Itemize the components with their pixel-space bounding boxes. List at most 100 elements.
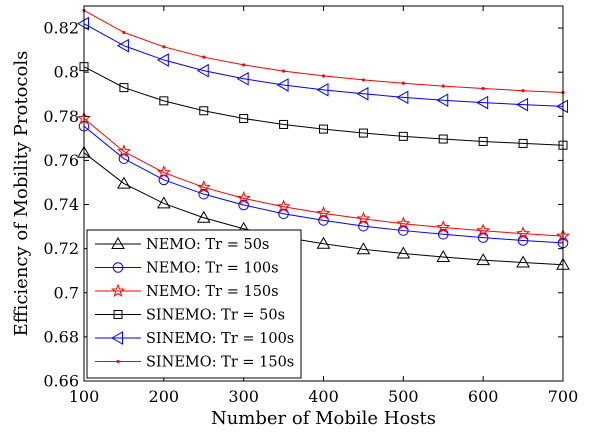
data-point [356, 86, 369, 101]
data-point [156, 53, 169, 67]
series-line [83, 125, 564, 244]
data-point [321, 74, 326, 78]
ticks-layer: 100 200 300 400 500 600 700 0.66 0.68 0.7 0.72 0.74… [43, 6, 578, 406]
data-point [239, 114, 249, 123]
legend-box [86, 229, 302, 379]
data-point [276, 199, 291, 213]
data-point [516, 226, 531, 240]
legend-label: SINEMO: Tr = 150s [146, 355, 294, 371]
data-point [476, 253, 491, 266]
data-point [401, 81, 405, 85]
data-point [521, 89, 525, 93]
data-point [116, 144, 131, 158]
data-point [398, 131, 408, 141]
legend-label: NEMO: Tr = 150s [146, 284, 279, 300]
data-point [518, 138, 528, 148]
legend-label: NEMO: Tr = 50s [146, 237, 269, 253]
series-1 [77, 145, 570, 270]
legend-item: SINEMO: Tr = 50s [95, 308, 285, 324]
legend: NEMO: Tr = 50s NEMO: Tr = 100s NEMO: Tr = … [86, 229, 302, 379]
data-point [319, 124, 328, 134]
data-point [196, 179, 211, 194]
data-point [481, 86, 485, 91]
data-point [76, 16, 89, 31]
y-tick-label: 0.82 [43, 19, 79, 38]
legend-marker [111, 236, 125, 249]
data-point [436, 250, 451, 263]
data-point [119, 83, 129, 93]
y-tick-label: 0.7 [54, 283, 79, 302]
data-point [159, 96, 169, 106]
legend-marker [116, 359, 120, 364]
data-point [196, 63, 209, 78]
legend-marker [113, 310, 123, 319]
data-point [438, 134, 448, 144]
x-tick-label: 100 [69, 387, 100, 406]
data-point [356, 242, 371, 255]
x-tick-label: 500 [388, 387, 419, 406]
data-point [156, 196, 171, 209]
legend-item: NEMO: Tr = 50s [95, 236, 269, 253]
data-point [396, 246, 411, 259]
data-point [436, 220, 451, 234]
data-point [279, 119, 289, 129]
series-line [83, 152, 564, 266]
data-point [516, 97, 529, 112]
data-point [236, 71, 249, 86]
legend-item: NEMO: Tr = 100s [95, 261, 279, 277]
series-line [83, 118, 564, 237]
data-point [117, 176, 131, 189]
y-tick-label: 0.78 [43, 107, 79, 126]
series-line [83, 66, 564, 146]
y-tick-label: 0.76 [43, 151, 79, 170]
data-point [162, 45, 166, 49]
series-6 [82, 8, 565, 95]
legend-item: SINEMO: Tr = 100s [95, 331, 294, 347]
legend-marker [110, 283, 126, 297]
series-4 [79, 62, 568, 150]
data-point [236, 190, 251, 205]
data-point [122, 30, 126, 35]
data-point [358, 128, 368, 138]
data-point [316, 82, 329, 97]
data-point [361, 78, 366, 82]
y-tick-label: 0.8 [54, 63, 79, 82]
data-point [116, 38, 129, 53]
data-point [476, 95, 489, 110]
data-point [202, 55, 206, 59]
data-point [316, 205, 331, 220]
data-point [242, 63, 246, 67]
data-point [555, 99, 568, 114]
data-point [156, 165, 171, 179]
x-tick-label: 400 [308, 387, 339, 406]
legend-item: SINEMO: Tr = 150s [95, 355, 294, 371]
data-point [516, 255, 530, 268]
y-tick-label: 0.66 [43, 372, 79, 391]
legend-marker [110, 331, 123, 345]
x-axis-label: Number of Mobile Hosts [211, 408, 436, 429]
data-point [441, 84, 445, 88]
legend-label: SINEMO: Tr = 100s [146, 331, 294, 347]
x-tick-label: 700 [548, 387, 579, 406]
y-tick-label: 0.68 [43, 327, 79, 346]
series-3 [76, 111, 571, 243]
data-point [276, 78, 289, 92]
y-tick-label: 0.74 [43, 195, 79, 214]
y-axis-label: Efficiency of Mobility Protocols [11, 51, 32, 337]
legend-label: NEMO: Tr = 100s [146, 261, 279, 277]
data-point [396, 90, 409, 105]
series-line [83, 23, 564, 107]
legend-item: NEMO: Tr = 150s [95, 283, 279, 300]
data-point [476, 223, 491, 237]
data-point [436, 93, 449, 108]
data-point [316, 236, 331, 249]
data-point [281, 69, 286, 73]
x-tick-label: 300 [228, 387, 259, 406]
data-point [356, 211, 371, 225]
x-tick-label: 200 [149, 387, 180, 406]
x-tick-label: 600 [468, 387, 499, 406]
legend-label: SINEMO: Tr = 50s [146, 308, 285, 324]
data-point [199, 106, 209, 116]
series-layer [76, 8, 571, 270]
